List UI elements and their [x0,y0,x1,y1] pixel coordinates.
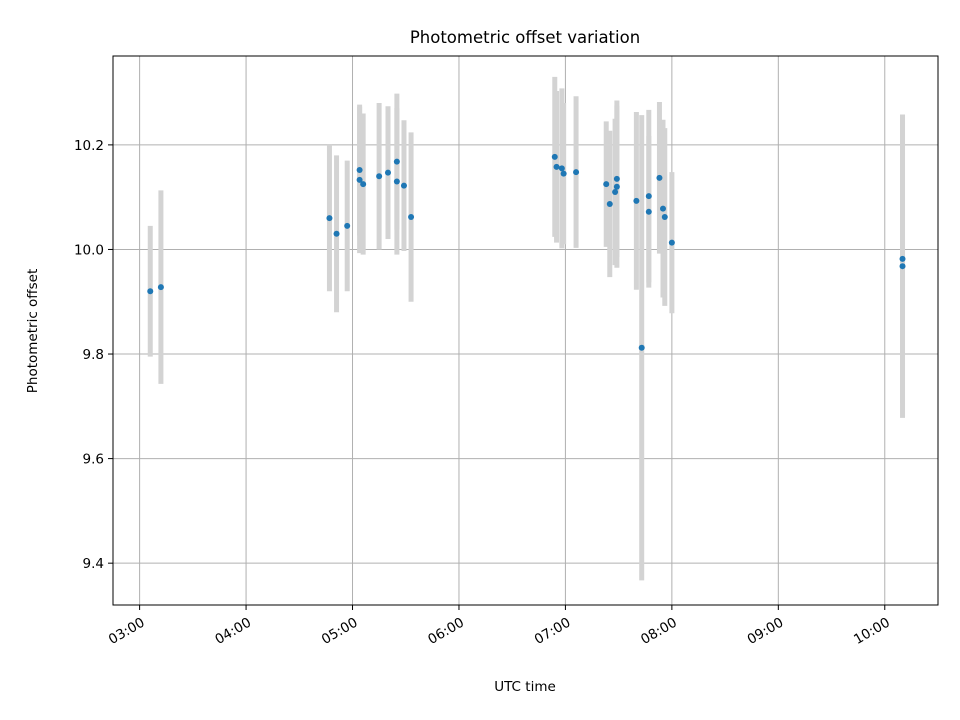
x-tick-label: 03:00 [106,615,148,648]
data-point [558,165,565,172]
y-tick-label: 10.2 [74,138,104,154]
data-point [899,255,906,262]
chart-title: Photometric offset variation [410,28,640,47]
error-bars [147,76,906,581]
data-point [385,169,391,176]
data-point [393,178,400,185]
x-tick-label: 09:00 [745,615,787,648]
data-point [408,214,415,221]
data-point [633,197,640,204]
data-point [656,174,663,181]
data-point [612,188,619,195]
y-tick-label: 9.6 [83,452,104,468]
x-tick-label: 06:00 [425,615,467,648]
data-point [551,153,558,160]
data-points [147,153,906,351]
data-point [147,288,154,295]
data-point [376,173,383,180]
data-point [344,222,351,229]
data-point [613,183,620,190]
y-tick-label: 10.0 [74,242,104,258]
data-point [356,176,363,183]
x-tick-label: 10:00 [851,615,893,648]
data-point [661,214,668,221]
data-point [573,169,580,176]
data-point [613,175,620,182]
data-point [157,284,164,291]
x-tick-label: 08:00 [638,615,680,648]
data-point [393,158,400,165]
data-point [553,163,560,170]
y-tick-label: 9.4 [83,556,104,572]
data-point [400,182,407,189]
data-point [326,215,333,222]
data-point [899,263,906,270]
data-point [560,170,567,177]
data-point [668,239,675,246]
x-axis-ticks: 03:00 04:00 05:00 06:00 07:00 08:00 09:00 10:00 [106,605,893,648]
data-point [638,344,645,351]
y-tick-label: 9.8 [83,347,104,363]
data-point [356,166,363,173]
data-point [660,205,666,212]
grid-lines [113,56,938,605]
y-axis-ticks: 9.4 9.6 9.8 10.0 10.2 [74,138,113,572]
data-point [360,181,367,188]
y-axis-label: Photometric offset [25,269,41,393]
x-axis-label: UTC time [494,679,556,695]
x-tick-label: 04:00 [212,615,254,648]
data-point [603,181,610,188]
plot-frame [112,55,939,606]
data-point [333,230,340,237]
data-point [606,200,613,207]
data-point [645,193,652,200]
x-tick-label: 07:00 [532,615,574,648]
data-point [645,208,652,215]
x-tick-label: 05:00 [319,615,361,648]
